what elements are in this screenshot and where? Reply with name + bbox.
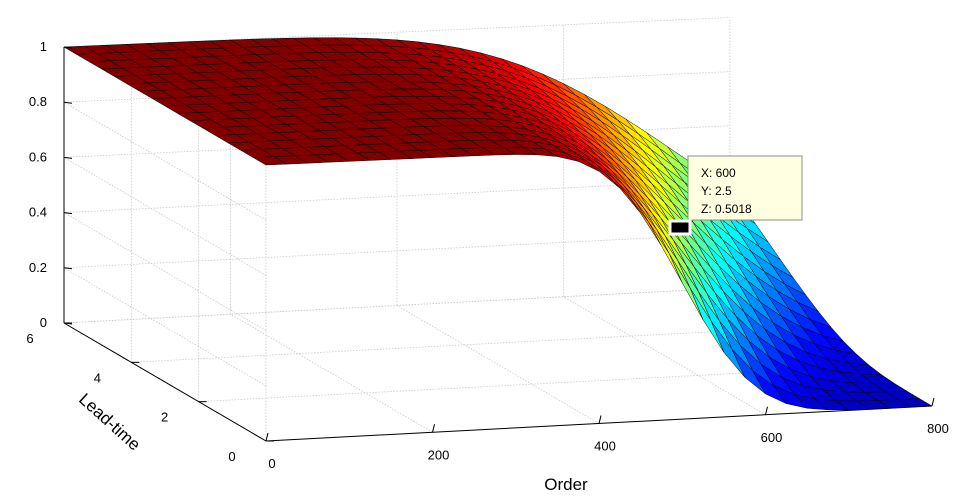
- grid-line: [396, 305, 600, 424]
- z-tick-label: 0.6: [29, 149, 47, 164]
- y-tick-label: 6: [26, 331, 33, 346]
- z-tick-label: 0.4: [29, 205, 47, 220]
- y-tick-label: 2: [161, 410, 168, 425]
- x-tick-label: 0: [268, 456, 275, 471]
- datatip-marker: [668, 219, 692, 236]
- y-axis-line: [63, 322, 267, 442]
- grid-line: [63, 267, 267, 387]
- y-tick-label: 4: [94, 370, 101, 385]
- x-tick-label: 600: [761, 430, 783, 445]
- y-tick-label: 0: [228, 449, 235, 464]
- grid-line: [131, 326, 798, 363]
- x-tick-label: 400: [594, 439, 616, 454]
- z-tick: [63, 322, 73, 325]
- x-tick: [265, 432, 269, 442]
- grid-line: [63, 287, 731, 324]
- x-tick: [598, 415, 602, 424]
- z-tick: [63, 267, 73, 270]
- surface-mesh: [63, 37, 933, 411]
- x-tick: [931, 397, 935, 407]
- z-tick: [63, 46, 73, 49]
- datatip-y: Y: 2.5: [701, 184, 732, 198]
- x-tick-label: 200: [428, 447, 450, 462]
- x-tick: [765, 406, 768, 415]
- z-tick-label: 0.2: [29, 260, 47, 275]
- z-tick: [63, 212, 73, 215]
- datatip-z: Z: 0.5018: [701, 202, 752, 216]
- datatip[interactable]: X: 600 Y: 2.5 Z: 0.5018: [668, 155, 803, 236]
- y-axis-label: Lead-time: [75, 390, 144, 455]
- datatip-box: [687, 155, 803, 221]
- axes-frame: [63, 46, 935, 442]
- z-tick-label: 0.8: [29, 94, 47, 109]
- x-axis-label: Order: [544, 475, 588, 494]
- x-tick-label: 800: [927, 421, 949, 436]
- grid-line: [63, 157, 267, 276]
- z-tick: [63, 101, 73, 104]
- datatip-x: X: 600: [701, 166, 736, 180]
- z-tick: [63, 156, 73, 159]
- x-tick: [432, 424, 435, 433]
- grid-line: [63, 212, 267, 331]
- z-tick-label: 0: [40, 315, 47, 330]
- z-tick-label: 1: [40, 39, 47, 54]
- grid-line: [230, 313, 433, 433]
